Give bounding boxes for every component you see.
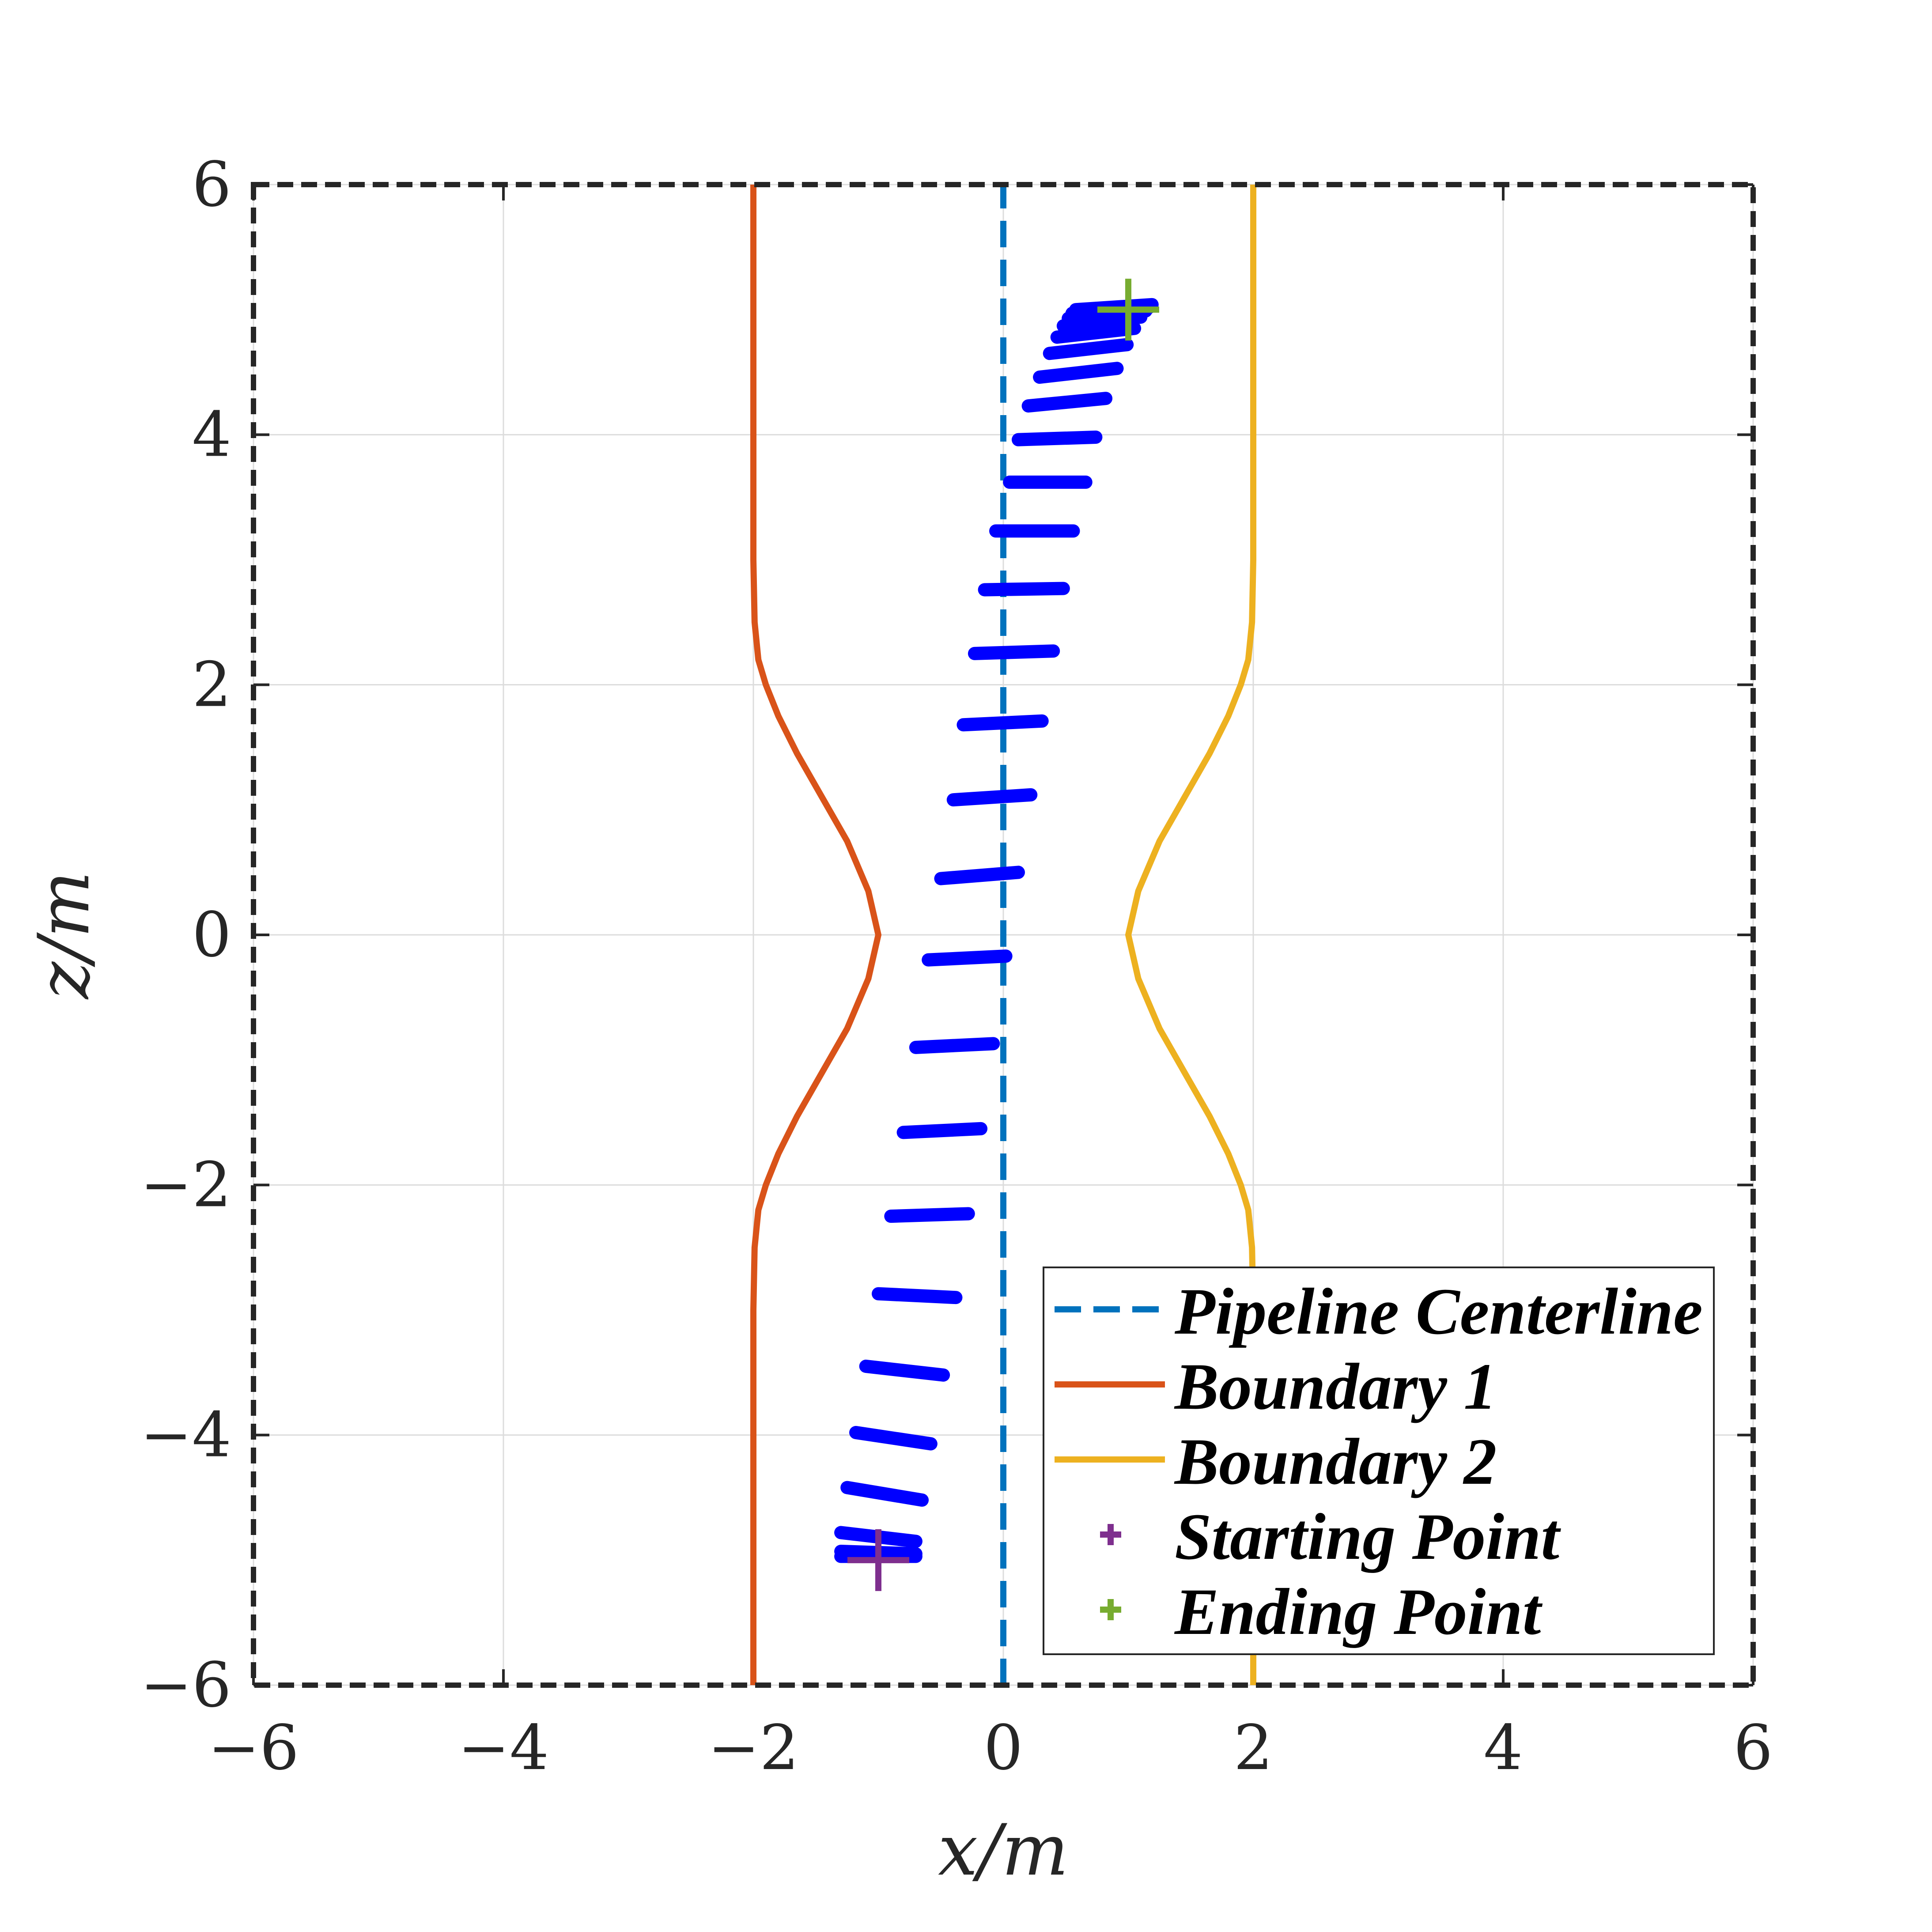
trajectory-segment xyxy=(909,1037,1000,1054)
trajectory-segment xyxy=(872,1287,963,1304)
trajectory-segment xyxy=(946,788,1038,807)
legend-pipeline-centerline-label: Pipeline Centerline xyxy=(1174,1275,1703,1348)
legend-boundary-2-label: Boundary 2 xyxy=(1174,1425,1497,1498)
trajectory-segment xyxy=(849,1426,938,1451)
y-tick-label: 4 xyxy=(192,399,231,471)
legend-boundary-1-label: Boundary 1 xyxy=(1174,1350,1497,1423)
y-axis-title: z/m xyxy=(23,871,105,1000)
trajectory-segment xyxy=(896,1122,988,1139)
y-tick-label: −4 xyxy=(140,1399,231,1471)
trajectory-segment xyxy=(934,866,1025,885)
trajectory-segment xyxy=(1021,392,1113,413)
y-tick-label: 2 xyxy=(192,649,231,721)
boundary-1-line xyxy=(750,185,881,1685)
x-tick-label: −4 xyxy=(458,1712,549,1784)
x-tick-label: 4 xyxy=(1483,1712,1523,1784)
trajectory-segment xyxy=(1043,338,1134,360)
trajectory-segment xyxy=(968,644,1060,660)
ending-point-marker xyxy=(1097,279,1159,341)
trajectory-segment xyxy=(840,1481,929,1507)
trajectory-segment xyxy=(1011,430,1103,446)
legend-ending-point-label: Ending Point xyxy=(1174,1575,1543,1648)
legend-starting-point-label: Starting Point xyxy=(1175,1500,1561,1573)
legend-ending-point-marker xyxy=(1100,1599,1121,1620)
point-markers xyxy=(847,279,1159,1591)
trajectory-segment xyxy=(1033,362,1124,384)
trajectory-segment xyxy=(922,949,1013,967)
legend-starting-point-marker xyxy=(1100,1524,1121,1545)
trajectory-segment xyxy=(957,714,1049,732)
x-tick-label: 0 xyxy=(983,1712,1023,1784)
tick-labels: −6 −4 −2 0 2 4 6 −6 −4 −2 0 2 4 6 xyxy=(140,149,1773,1784)
starting-point-marker xyxy=(847,1529,909,1591)
x-tick-label: −2 xyxy=(708,1712,799,1784)
y-tick-label: 6 xyxy=(192,149,231,221)
trajectory-segment xyxy=(1050,321,1142,344)
y-tick-label: −2 xyxy=(140,1149,231,1221)
x-tick-label: 6 xyxy=(1733,1712,1773,1784)
y-tick-label: −6 xyxy=(140,1649,231,1721)
data-series xyxy=(750,185,1256,1685)
x-tick-label: −6 xyxy=(208,1712,299,1784)
boundary-2-line xyxy=(1125,185,1256,1685)
x-axis-title: x/m xyxy=(938,1809,1069,1891)
trajectory-segment xyxy=(859,1359,950,1382)
y-tick-label: 0 xyxy=(192,899,231,971)
axes-box xyxy=(251,182,1756,1688)
trajectory-segment xyxy=(978,582,1070,597)
x-tick-label: 2 xyxy=(1233,1712,1273,1784)
trajectory-segment xyxy=(884,1207,975,1223)
